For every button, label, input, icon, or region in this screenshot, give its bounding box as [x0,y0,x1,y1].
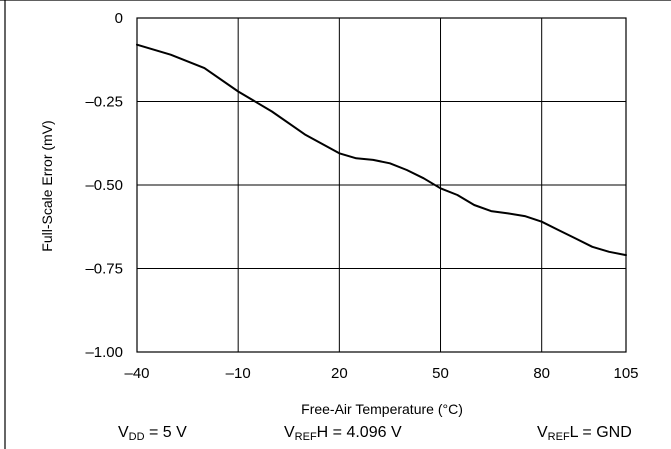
vdd-condition: VDD = 5 V [118,424,187,443]
axis-tick-labels: –40 –10 20 50 80 105 0 –0.25 –0.50 –0.75 –1.00 [85,10,638,382]
x-tick-label: 50 [432,365,449,382]
plot-area-border [136,17,627,353]
y-tick-label: –0.50 [85,177,123,194]
x-tick-label: 20 [331,365,348,382]
y-tick-label: –0.25 [85,94,123,111]
vrefh-condition: VREFH = 4.096 V [284,424,402,443]
x-tick-label: –40 [124,365,149,382]
y-tick-label: –1.00 [85,344,123,361]
y-axis-label: Full-Scale Error (mV) [39,120,55,251]
x-tick-label: –10 [226,365,251,382]
gridlines [137,18,626,352]
x-tick-label: 105 [613,365,638,382]
series-line [136,43,627,257]
y-tick-label: –0.75 [85,261,123,278]
x-axis-label: Free-Air Temperature (°C) [301,401,463,417]
vrefl-condition: VREFL = GND [537,424,632,443]
y-tick-label: 0 [115,10,123,27]
x-tick-label: 80 [533,365,550,382]
series-group [136,43,627,257]
